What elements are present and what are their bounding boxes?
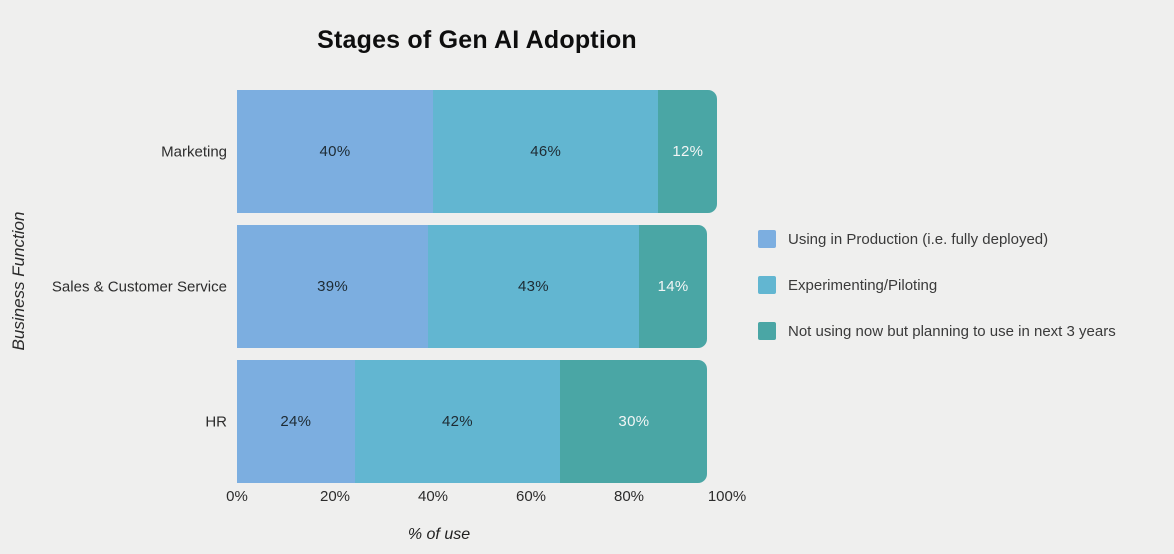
x-axis-title: % of use: [407, 526, 471, 543]
stacked-bar: 40% 46% 12%: [237, 90, 727, 213]
chart-title: Stages of Gen AI Adoption: [317, 26, 637, 54]
value-label: 14%: [657, 278, 689, 295]
bar-segment: 43%: [428, 225, 639, 348]
value-label: 39%: [317, 278, 349, 295]
x-tick-label: 20%: [319, 488, 351, 505]
x-tick-label: 60%: [515, 488, 547, 505]
bar-segment: 24%: [237, 360, 355, 483]
x-tick-label: 0%: [226, 488, 248, 505]
category-label: Sales & Customer Service: [51, 278, 227, 295]
value-label: 40%: [319, 143, 351, 160]
legend-swatch: [758, 230, 776, 248]
bar-segment: 14%: [638, 225, 708, 348]
category-label: HR: [205, 413, 227, 430]
legend-swatch: [758, 322, 776, 340]
legend: Using in Production (i.e. fully deployed…: [758, 230, 1116, 368]
value-label: 30%: [618, 413, 650, 430]
legend-item: Using in Production (i.e. fully deployed…: [758, 230, 1116, 248]
category-label: Marketing: [161, 143, 227, 160]
bar-segment: 46%: [433, 90, 659, 213]
legend-label: Using in Production (i.e. fully deployed…: [788, 230, 1049, 248]
bar-segment: 12%: [658, 90, 718, 213]
x-tick-label: 80%: [613, 488, 645, 505]
bar-row: HR 24% 42% 30%: [205, 360, 727, 483]
stacked-bar: 39% 43% 14%: [237, 225, 727, 348]
bar-segment: 40%: [237, 90, 433, 213]
x-tick-label: 100%: [707, 488, 747, 505]
stacked-bar: 24% 42% 30%: [237, 360, 727, 483]
bar-row: Marketing 40% 46% 12%: [161, 90, 727, 213]
value-label: 42%: [442, 413, 473, 430]
bar-segment: 42%: [354, 360, 561, 483]
bar-segment: 39%: [237, 225, 429, 348]
legend-item: Not using now but planning to use in nex…: [758, 322, 1116, 340]
x-tick-label: 40%: [417, 488, 449, 505]
legend-swatch: [758, 276, 776, 294]
bar-segment: 30%: [560, 360, 708, 483]
legend-label: Experimenting/Piloting: [788, 276, 938, 294]
value-label: 12%: [672, 143, 704, 160]
value-label: 24%: [280, 413, 312, 430]
plot-area: Marketing 40% 46% 12% Sales & Customer Servi…: [52, 90, 727, 483]
value-label: 43%: [517, 278, 549, 295]
value-label: 46%: [530, 143, 562, 160]
legend-label: Not using now but planning to use in nex…: [788, 322, 1116, 340]
x-axis: 0% 20% 40% 60% 80% 100%: [226, 488, 746, 508]
bar-row: Sales & Customer Service 39% 43% 14%: [52, 225, 727, 348]
y-axis-title: Business Function: [9, 211, 28, 351]
legend-item: Experimenting/Piloting: [758, 276, 1116, 294]
